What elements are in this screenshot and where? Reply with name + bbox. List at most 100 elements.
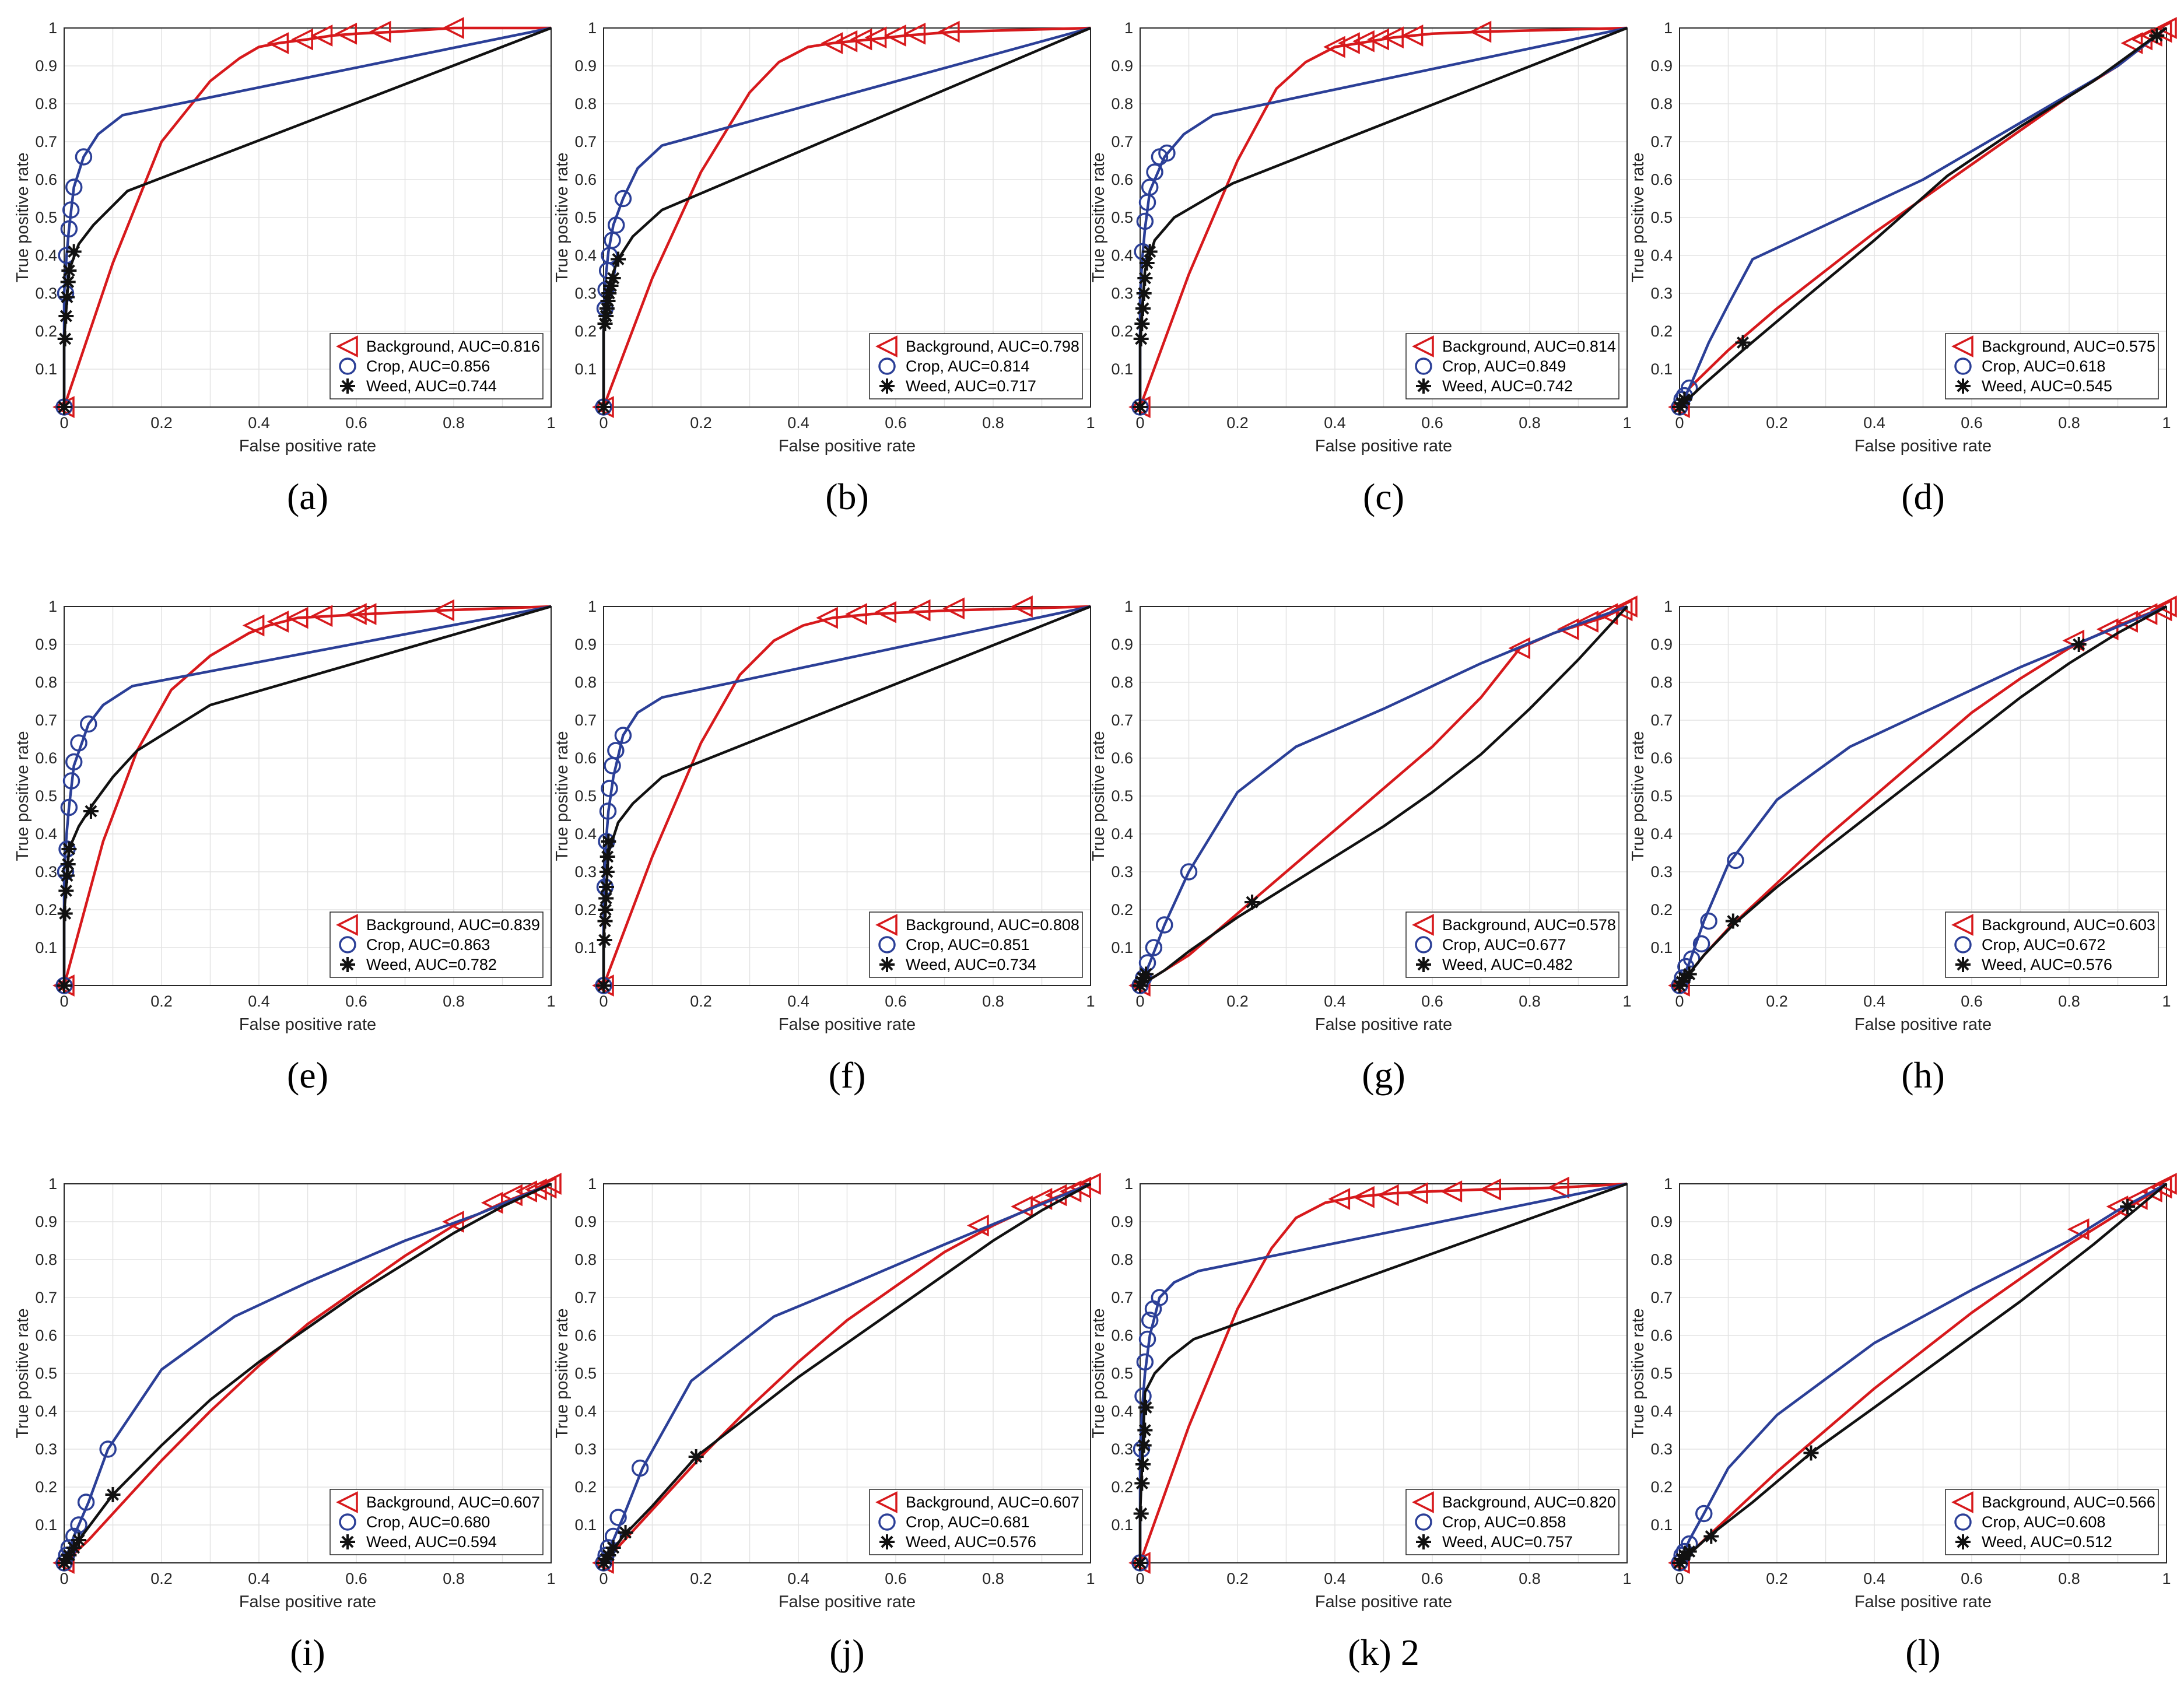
marker-weed — [600, 849, 615, 864]
x-tick-label: 0.2 — [150, 993, 173, 1010]
axes-box — [1679, 606, 2167, 986]
marker-background — [2096, 618, 2119, 640]
y-tick-label: 0.8 — [1111, 1251, 1133, 1268]
y-tick-label: 0.1 — [1111, 1516, 1133, 1534]
legend-box — [329, 333, 544, 399]
marker-weed — [1133, 978, 1148, 993]
marker-crop — [609, 1509, 627, 1526]
panel-caption: (h) — [1901, 1054, 1945, 1096]
legend-box — [869, 333, 1083, 399]
y-tick-label: 0.9 — [35, 57, 57, 75]
x-tick-label: 1 — [1086, 993, 1095, 1010]
marker-weed — [598, 890, 614, 906]
y-tick-label: 0.3 — [35, 1440, 57, 1458]
marker-crop — [75, 148, 93, 166]
y-tick-label: 0.8 — [574, 1251, 597, 1268]
marker-weed — [1134, 1475, 1150, 1491]
legend: Background, AUC=0.816 Crop, AUC=0.856 Weed… — [329, 333, 544, 399]
x-tick-label: 1 — [546, 414, 555, 432]
legend-entry-crop: Crop, AUC=0.851 — [906, 936, 1029, 953]
legend-entry-background: Background, AUC=0.607 — [906, 1493, 1079, 1511]
marker-weed — [105, 1487, 121, 1502]
legend-marker-background — [336, 1491, 358, 1513]
marker-weed — [601, 286, 617, 301]
x-tick-label: 0.8 — [1519, 993, 1541, 1010]
marker-background — [442, 17, 464, 39]
marker-weed — [60, 274, 76, 290]
x-tick-label: 1 — [2162, 414, 2171, 432]
marker-weed — [57, 906, 73, 921]
roc-panel-e: 0.1 0.2 0.3 0.4 0.5 0.6 0.7 0.8 0.9 1 0 0.2 0.4 0.6 0.… — [13, 598, 556, 1096]
marker-background — [267, 611, 289, 633]
axes-box — [603, 1183, 1091, 1563]
legend-entry-crop: Crop, AUC=0.814 — [906, 357, 1029, 375]
y-tick-label: 0.7 — [35, 1289, 57, 1306]
panel-caption-label: (h) — [1901, 1054, 1945, 1096]
x-tick-label: 0.6 — [1961, 414, 1983, 432]
marker-background — [1079, 1173, 1101, 1195]
y-tick-label: 1 — [1664, 19, 1673, 37]
series-line-crop — [1678, 27, 2168, 408]
legend-entry-weed: Weed, AUC=0.757 — [1442, 1533, 1573, 1551]
series-line-crop — [62, 605, 552, 986]
legend-marker-background — [1412, 335, 1434, 357]
y-tick-label: 0.4 — [35, 247, 57, 264]
legend-marker-crop — [339, 357, 356, 375]
marker-crop — [62, 201, 80, 219]
x-tick-label: 0.2 — [1766, 993, 1788, 1010]
marker-weed — [1133, 399, 1148, 415]
legend-box — [1405, 911, 1619, 978]
marker-background — [1323, 36, 1345, 58]
legend: Background, AUC=0.798 Crop, AUC=0.814 Weed… — [869, 333, 1083, 399]
legend-marker-crop — [339, 936, 356, 953]
x-tick-label: 0.4 — [248, 993, 270, 1010]
marker-weed — [597, 913, 613, 929]
legend-marker-weed — [340, 957, 355, 972]
y-tick-label: 0.7 — [1111, 133, 1133, 150]
marker-weed — [611, 251, 626, 267]
y-tick-label: 0.7 — [574, 133, 597, 150]
y-tick-label: 0.2 — [574, 901, 597, 918]
x-tick-label: 0 — [1675, 1570, 1684, 1587]
legend-marker-crop — [878, 357, 896, 375]
marker-background — [534, 1176, 557, 1199]
y-axis-label: True positive rate — [1089, 153, 1108, 283]
y-tick-label: 0.1 — [574, 1516, 597, 1534]
axes-box — [64, 27, 552, 408]
marker-weed — [1138, 966, 1154, 982]
legend-entry-crop: Crop, AUC=0.856 — [366, 357, 490, 375]
y-tick-label: 0.1 — [1111, 939, 1133, 956]
roc-panel-g: 0.1 0.2 0.3 0.4 0.5 0.6 0.7 0.8 0.9 1 0 0.2 0.4 0.6 0.… — [1089, 595, 1638, 1096]
y-tick-label: 0.7 — [1111, 711, 1133, 729]
y-tick-label: 0.7 — [1650, 1289, 1673, 1306]
marker-background — [1469, 20, 1492, 43]
y-tick-label: 0.4 — [574, 247, 597, 264]
y-tick-label: 0.3 — [574, 285, 597, 302]
y-tick-label: 0.5 — [35, 209, 57, 226]
y-tick-label: 0.6 — [35, 171, 57, 188]
y-tick-label: 0.4 — [1650, 1403, 1673, 1420]
y-tick-label: 1 — [1664, 1175, 1673, 1193]
panel-caption: (a) — [287, 476, 328, 517]
marker-background — [1011, 595, 1033, 618]
marker-weed — [1245, 895, 1260, 910]
x-tick-label: 0.6 — [1961, 1570, 1983, 1587]
y-axis-label: True positive rate — [1629, 1309, 1647, 1439]
y-axis-label: True positive rate — [553, 1309, 572, 1439]
panel-caption: (i) — [290, 1632, 325, 1673]
legend-marker-weed — [1416, 1534, 1431, 1549]
legend-entry-crop: Crop, AUC=0.849 — [1442, 357, 1566, 375]
series-line-background — [1138, 26, 1628, 408]
y-tick-label: 0.7 — [574, 711, 597, 729]
y-tick-label: 0.8 — [1111, 95, 1133, 113]
marker-weed — [66, 244, 82, 260]
x-tick-label: 0.6 — [1421, 993, 1443, 1010]
legend-marker-background — [336, 335, 358, 357]
series-line-weed — [1139, 605, 1628, 987]
marker-weed — [58, 883, 74, 899]
marker-weed — [596, 978, 611, 993]
series-line-crop — [602, 1182, 1091, 1563]
y-tick-label: 0.9 — [574, 57, 597, 75]
legend-entry-background: Background, AUC=0.820 — [1442, 1493, 1616, 1511]
y-tick-label: 0.9 — [1650, 57, 1673, 75]
